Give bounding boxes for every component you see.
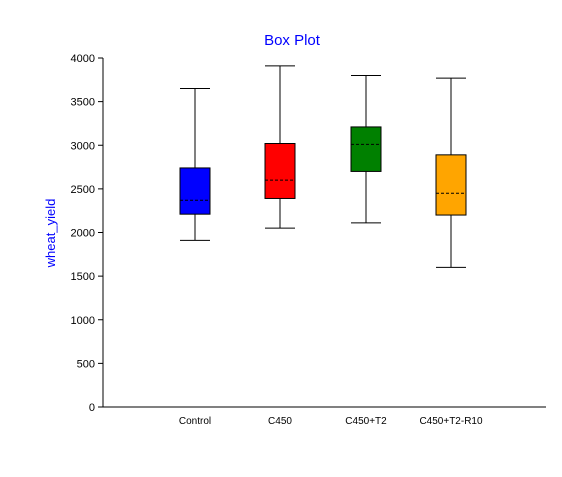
y-tick-label: 500: [77, 358, 95, 370]
x-tick-label: C450+T2: [345, 416, 387, 427]
y-tick-label: 3500: [71, 97, 95, 109]
x-tick-label: C450: [268, 416, 292, 427]
box-group: [350, 74, 382, 224]
x-axis-tick-labels: Control C450 C450+T2 C450+T2-R10: [179, 416, 483, 427]
box-group: [435, 77, 467, 268]
box-series: [179, 65, 467, 268]
x-tick-label: C450+T2-R10: [419, 416, 483, 427]
iqr-box: [264, 143, 296, 199]
iqr-box: [435, 154, 467, 216]
box-group: [179, 88, 211, 241]
iqr-box: [179, 167, 211, 215]
y-tick-label: 2000: [71, 228, 95, 240]
y-tick-label: 1000: [71, 315, 95, 327]
box-group: [264, 65, 296, 229]
y-tick-label: 1500: [71, 271, 95, 283]
y-tick-label: 3000: [71, 140, 95, 152]
x-tick-label: Control: [179, 416, 211, 427]
y-axis-ticks: 0 500 1000 1500 2000 2500 3000 3500 4000: [71, 53, 103, 414]
y-tick-label: 0: [89, 402, 95, 414]
y-tick-label: 2500: [71, 184, 95, 196]
iqr-box: [350, 126, 382, 172]
y-axis-label: wheat_yield: [43, 199, 58, 269]
y-tick-label: 4000: [71, 53, 95, 65]
chart-title: Box Plot: [264, 32, 321, 49]
